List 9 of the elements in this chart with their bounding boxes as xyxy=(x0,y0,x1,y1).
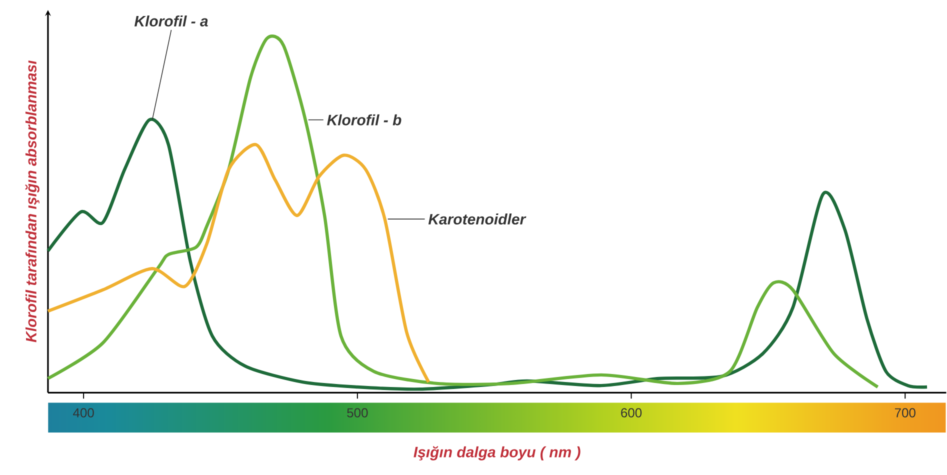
x-axis-title: Işığın dalga boyu ( nm ) xyxy=(414,446,580,461)
x-tick-label: 600 xyxy=(621,408,642,418)
x-tick-label: 700 xyxy=(894,408,916,418)
y-axis-title: Klorofil tarafından ışığın absorblanması xyxy=(25,60,40,342)
text: Karotenoidler xyxy=(428,214,526,225)
x-tick-label: 500 xyxy=(347,408,368,418)
series-label: Klorofil - b xyxy=(327,114,402,126)
text: Klorofil - a xyxy=(134,16,208,27)
x-tick-label: 400 xyxy=(73,408,94,418)
